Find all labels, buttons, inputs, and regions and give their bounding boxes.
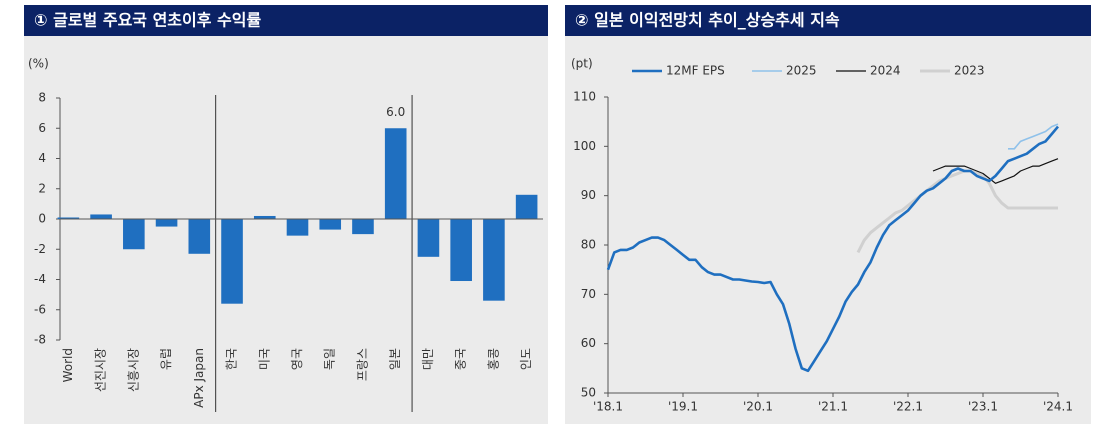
x-tick-label: 미국	[257, 348, 271, 370]
y-unit: (pt)	[571, 57, 593, 71]
bar	[188, 219, 211, 254]
series-line	[856, 169, 1058, 254]
y-tick-label: 4	[38, 151, 46, 165]
bar	[253, 215, 276, 219]
x-tick-label: 중국	[454, 348, 468, 370]
bar	[515, 194, 538, 219]
x-tick-label: 대만	[421, 348, 435, 370]
x-tick-label: 일본	[388, 348, 402, 370]
x-tick-label: '18.1	[593, 400, 623, 414]
bar	[384, 128, 407, 219]
bar	[417, 219, 440, 257]
value-label: 6.0	[386, 105, 405, 119]
bar	[483, 219, 505, 301]
x-tick-label: 선진시장	[94, 348, 108, 392]
y-tick-label: 2	[38, 181, 46, 195]
x-tick-label: 유럽	[159, 348, 173, 370]
x-tick-label: '19.1	[668, 400, 698, 414]
bar	[221, 219, 243, 304]
x-tick-label: '24.1	[1043, 400, 1073, 414]
legend-label: 2023	[954, 64, 985, 78]
y-tick-label: 6	[38, 121, 46, 135]
series-line	[932, 158, 1059, 184]
chart-title: ② 일본 이익전망치 추이_상승추세 지속	[575, 11, 840, 30]
y-tick-label: 0	[38, 212, 46, 226]
y-tick-label: 50	[581, 386, 596, 400]
y-tick-label: 90	[581, 188, 596, 202]
x-tick-label: 한국	[225, 348, 239, 370]
bar	[319, 219, 342, 230]
legend-label: 2025	[786, 64, 817, 78]
bar	[123, 219, 145, 250]
y-tick-label: -6	[34, 302, 46, 316]
x-tick-label: 프랑스	[355, 348, 369, 381]
x-tick-label: '21.1	[818, 400, 848, 414]
bar	[155, 219, 178, 227]
x-tick-label: '22.1	[893, 400, 923, 414]
y-tick-label: 8	[38, 91, 46, 105]
y-tick-label: 70	[581, 287, 596, 301]
y-unit: (%)	[28, 57, 49, 71]
y-tick-label: 100	[573, 139, 596, 153]
y-tick-label: -2	[34, 242, 46, 256]
x-tick-label: '23.1	[968, 400, 998, 414]
legend-label: 12MF EPS	[666, 64, 725, 78]
panel-header	[565, 5, 1091, 36]
panel-header	[24, 5, 548, 36]
bar	[57, 217, 80, 219]
bar	[90, 214, 112, 219]
x-tick-label: 영국	[290, 348, 304, 370]
bar	[286, 219, 309, 236]
bar	[352, 219, 374, 235]
y-tick-label: 60	[581, 336, 596, 350]
bar	[450, 219, 472, 282]
x-tick-label: World	[61, 348, 75, 382]
x-tick-label: APx Japan	[192, 348, 206, 408]
y-tick-label: -4	[34, 272, 46, 286]
y-tick-label: 110	[573, 90, 596, 104]
legend-label: 2024	[870, 64, 901, 78]
x-tick-label: '20.1	[743, 400, 773, 414]
x-tick-label: 신흥시장	[126, 348, 140, 392]
x-tick-label: 독일	[323, 348, 337, 370]
chart-title: ① 글로벌 주요국 연초이후 수익률	[34, 11, 261, 30]
panel-bg	[565, 5, 1091, 424]
x-tick-label: 홍콩	[486, 348, 500, 370]
series-line	[606, 125, 1059, 373]
y-tick-label: -8	[34, 333, 46, 347]
x-tick-label: 인도	[519, 348, 533, 370]
y-tick-label: 80	[581, 238, 596, 252]
series-line	[1008, 123, 1059, 150]
